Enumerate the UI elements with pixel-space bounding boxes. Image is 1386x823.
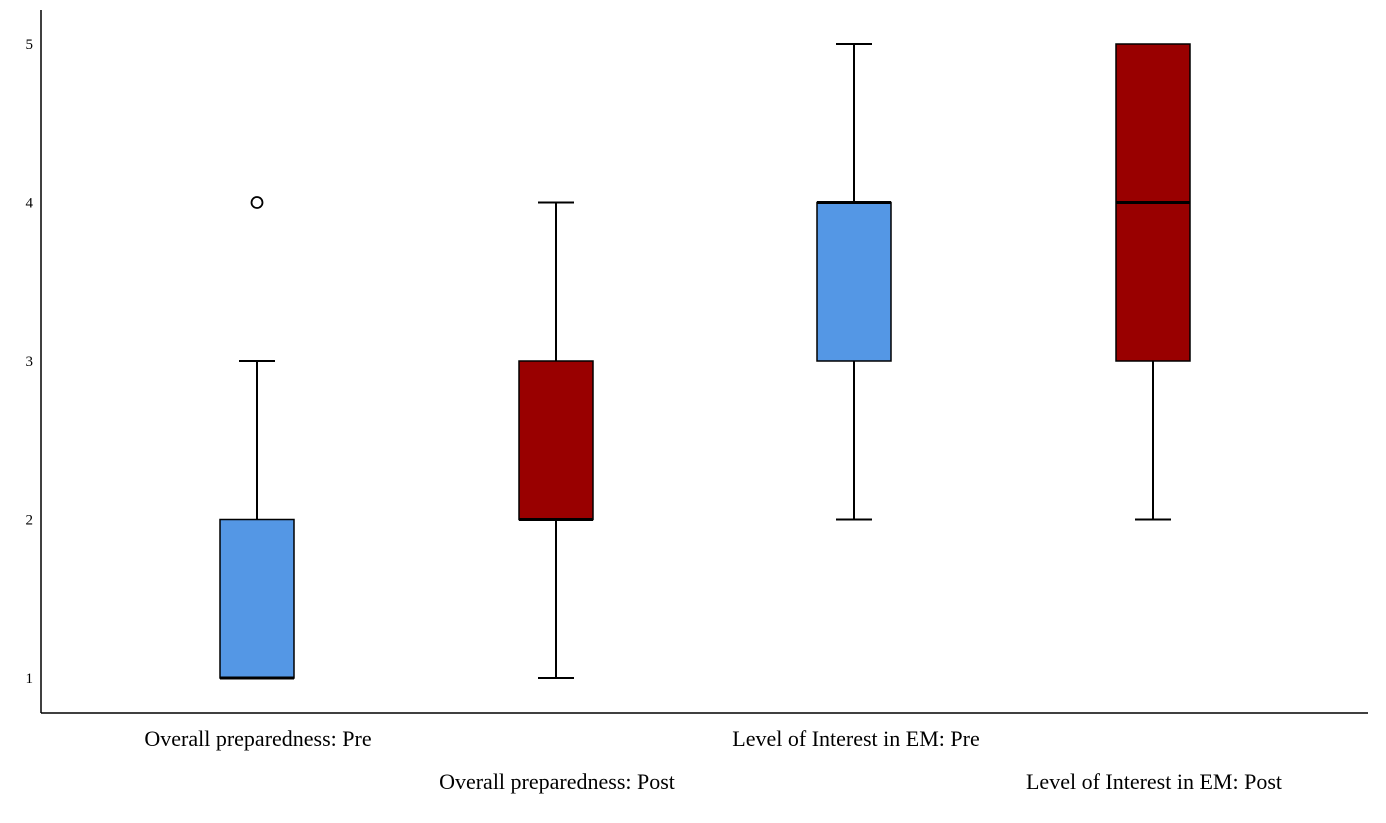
- box-group: [518, 201, 594, 679]
- y-tick-label: 1: [26, 671, 34, 687]
- y-tick-label: 4: [26, 196, 34, 212]
- x-category-label: Level of Interest in EM: Pre: [732, 726, 979, 751]
- outlier-point: [250, 196, 264, 209]
- box-group: [219, 196, 295, 680]
- y-tick-label: 5: [26, 37, 34, 53]
- x-category-labels: Overall preparedness: Pre Overall prepare…: [144, 726, 1282, 794]
- y-tick-label: 3: [26, 354, 34, 370]
- boxes: [219, 43, 1191, 680]
- box-iqr: [816, 201, 892, 362]
- y-tick-labels: 1 2 3 4 5: [26, 37, 34, 687]
- x-category-label: Level of Interest in EM: Post: [1026, 769, 1282, 794]
- box-group: [1115, 43, 1191, 521]
- box-iqr: [518, 360, 594, 521]
- x-category-label: Overall preparedness: Pre: [144, 726, 371, 751]
- x-category-label: Overall preparedness: Post: [439, 769, 675, 794]
- y-tick-label: 2: [26, 513, 34, 529]
- box-iqr: [219, 518, 295, 679]
- box-group: [816, 43, 892, 521]
